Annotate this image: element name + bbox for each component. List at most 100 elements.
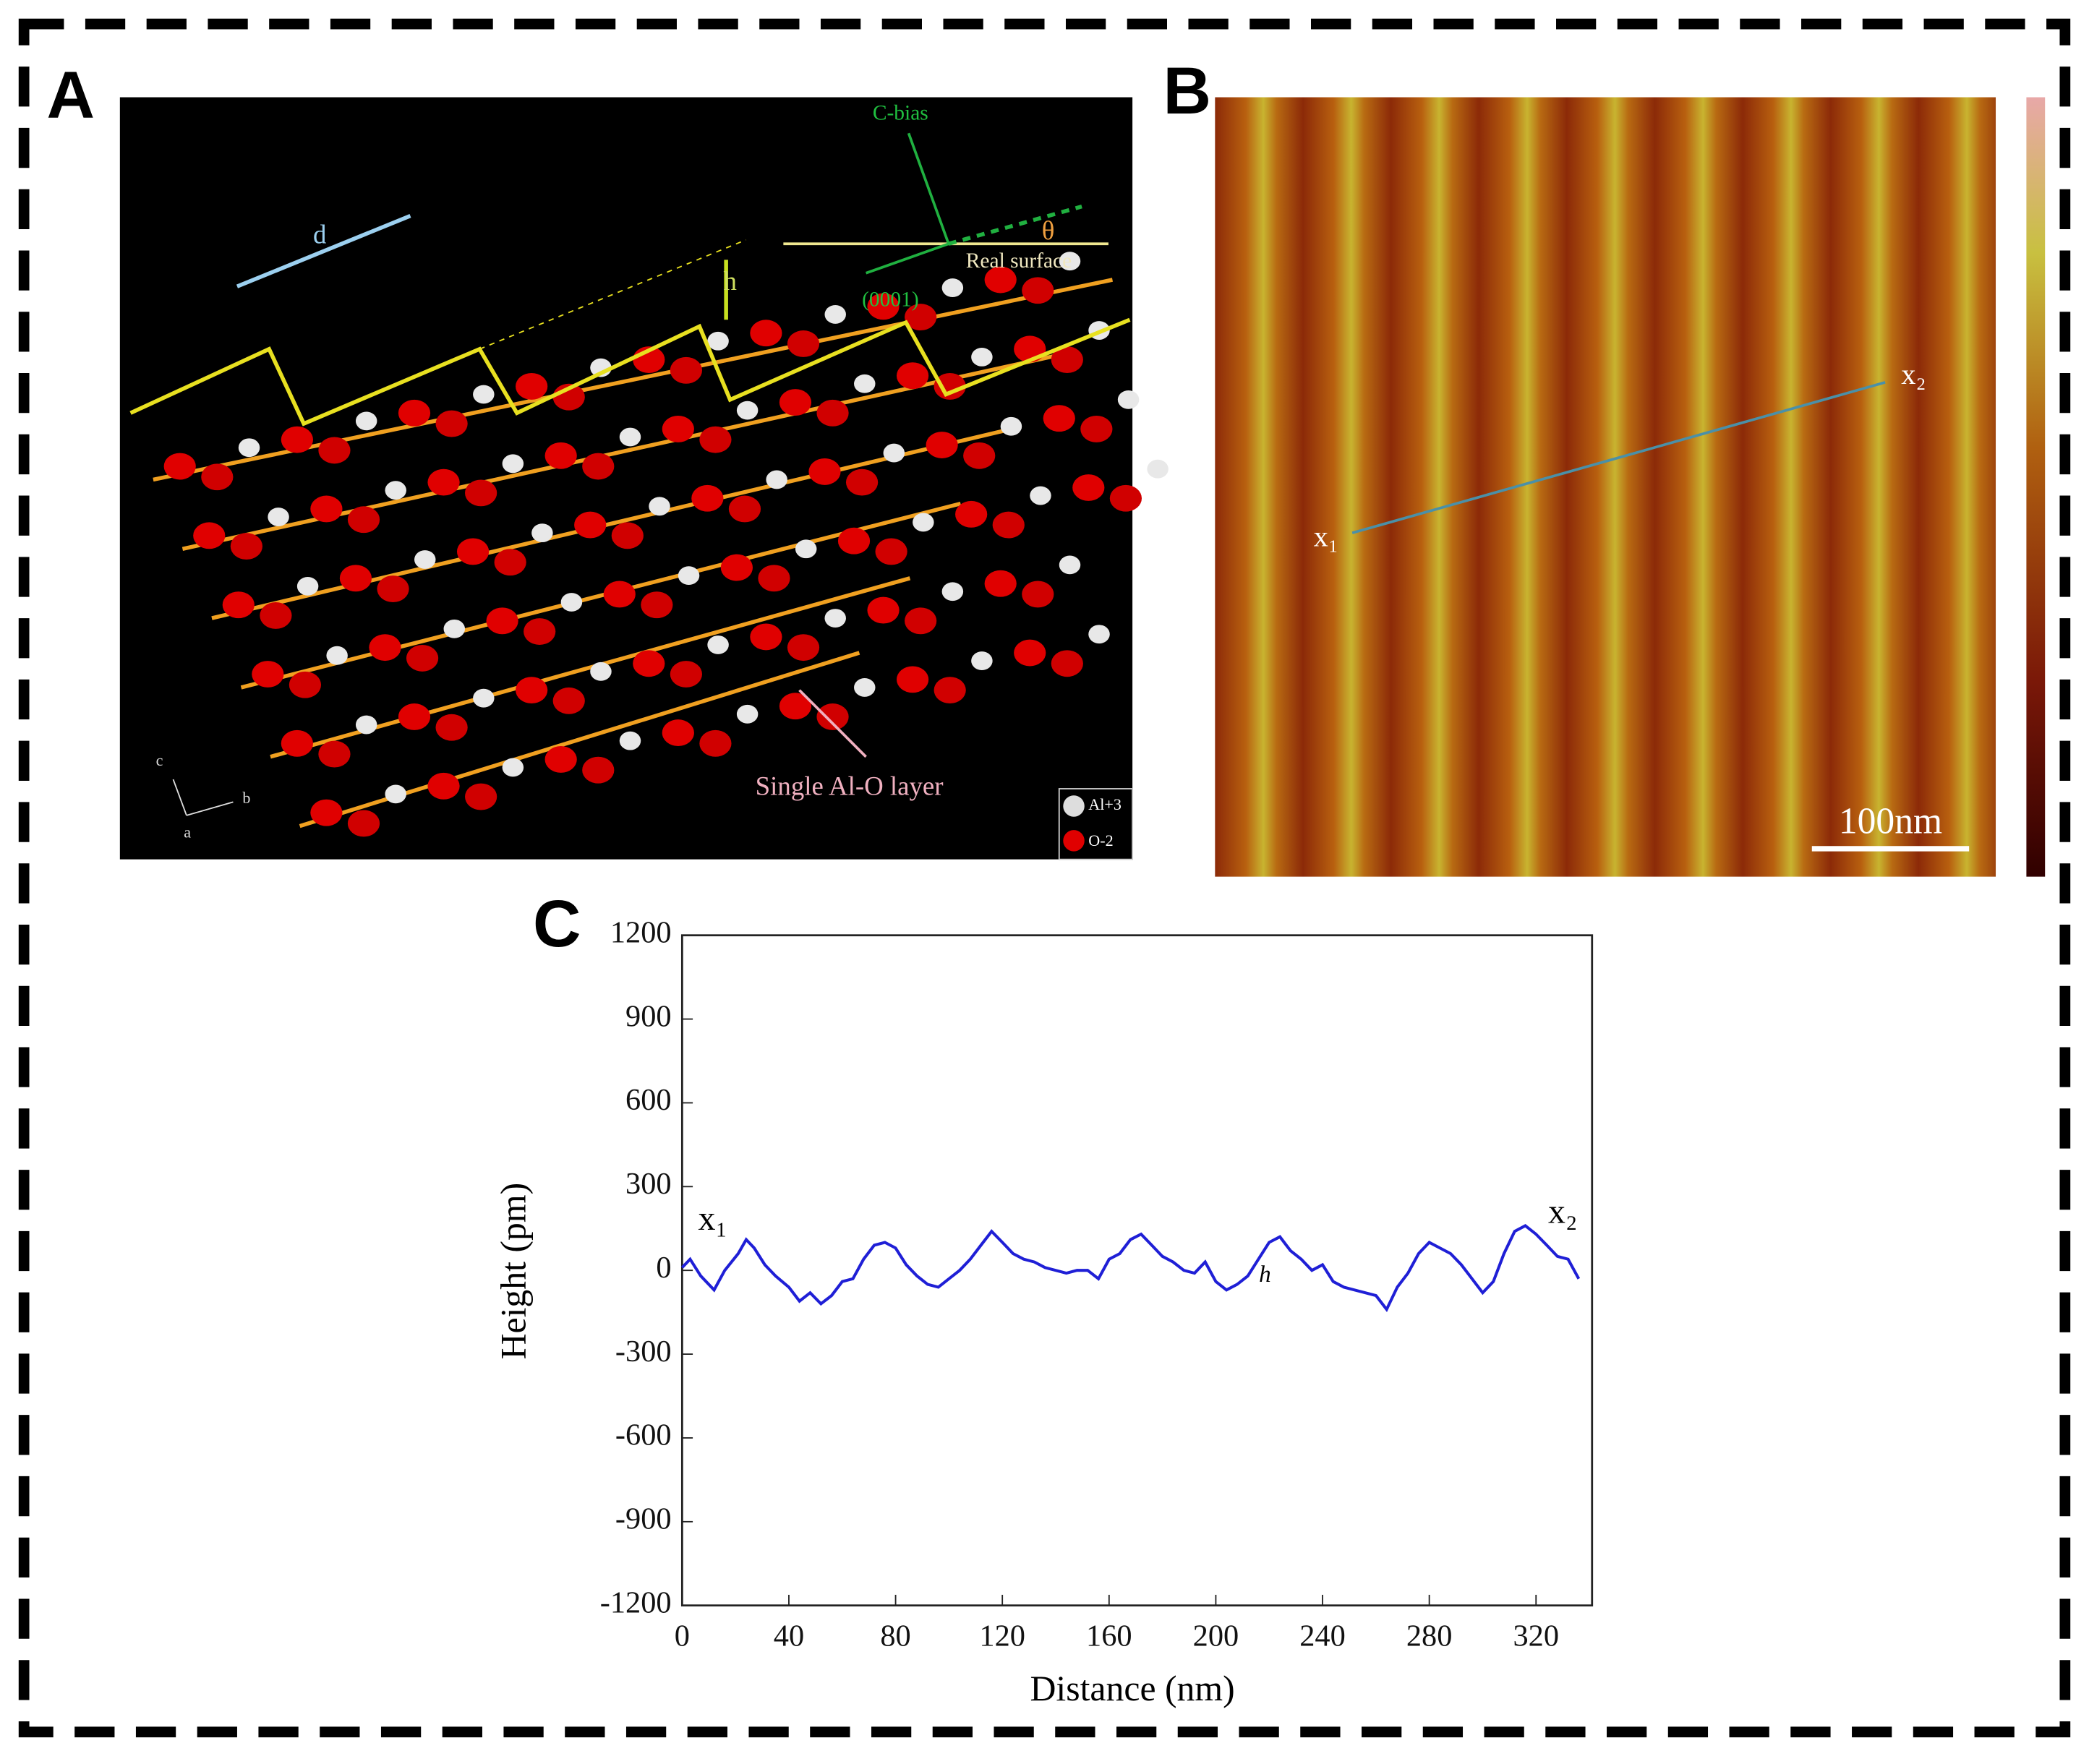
- y-tick-label: 600: [625, 1083, 672, 1117]
- y-axis-title: Height (pm): [493, 1183, 533, 1360]
- legend-al: [1063, 795, 1085, 817]
- atom-o: [779, 389, 812, 416]
- atom-al: [473, 385, 495, 404]
- atom-o: [1109, 484, 1142, 512]
- scale-label: 100nm: [1839, 801, 1942, 842]
- atom-o: [544, 746, 577, 773]
- y-tick-label: 1200: [610, 915, 672, 949]
- atom-o: [1022, 277, 1054, 304]
- atom-o: [1051, 346, 1083, 374]
- atom-al: [824, 609, 846, 628]
- atom-al: [268, 508, 289, 526]
- y-tick-label: 900: [625, 999, 672, 1033]
- theta-label: θ: [1042, 215, 1055, 245]
- bond: [153, 278, 1114, 482]
- atom-al: [1059, 555, 1081, 575]
- dashed-border: [18, 18, 2071, 1738]
- atom-al: [385, 481, 406, 500]
- atom-al: [296, 576, 319, 596]
- atom-al: [736, 704, 759, 724]
- x-tick-label: 280: [1406, 1619, 1453, 1653]
- atom-o: [318, 437, 351, 464]
- annotation: x₂: [1548, 1193, 1578, 1231]
- atom-o: [1014, 639, 1046, 667]
- d-label: d: [313, 219, 326, 249]
- atom-o: [1043, 405, 1075, 432]
- atom-o: [875, 538, 907, 565]
- atom-o: [310, 799, 343, 826]
- atom-al: [502, 454, 524, 474]
- atom-o: [699, 426, 732, 453]
- atom-o: [427, 468, 460, 496]
- x-axis-title: Distance (nm): [1030, 1669, 1235, 1708]
- atom-o: [398, 399, 431, 427]
- surface-profile: [129, 317, 1131, 427]
- atom-o: [992, 511, 1025, 539]
- axis-label: b: [242, 789, 250, 807]
- legend-text: O-2: [1088, 831, 1113, 849]
- atom-o: [758, 565, 790, 592]
- axis-label: c: [156, 751, 163, 769]
- atom-al: [1059, 252, 1081, 271]
- annotation: h: [1259, 1261, 1271, 1288]
- c-bias-arrow: [907, 132, 950, 244]
- atom-o: [926, 432, 958, 458]
- atom-al: [355, 715, 377, 735]
- atom-o: [955, 500, 988, 528]
- atom-al: [385, 784, 406, 804]
- atom-al: [883, 443, 905, 463]
- atom-o: [984, 570, 1017, 597]
- atom-al: [238, 438, 260, 458]
- atom-o: [574, 511, 607, 539]
- atom-o: [867, 596, 900, 624]
- y-tick-label: -300: [615, 1335, 672, 1369]
- atom-al: [326, 646, 348, 665]
- atom-o: [398, 703, 431, 730]
- atom-al: [531, 523, 553, 543]
- atom-al: [971, 651, 993, 670]
- miller-arrow: [865, 242, 949, 275]
- atom-al: [913, 513, 934, 532]
- atom-o: [435, 714, 468, 741]
- y-tick-label: 300: [625, 1167, 672, 1201]
- atom-al: [941, 582, 964, 601]
- atom-o: [289, 671, 322, 698]
- atom-al: [707, 331, 729, 351]
- atom-al: [1117, 390, 1140, 409]
- bond: [270, 576, 911, 759]
- atom-al: [590, 662, 612, 681]
- atom-o: [720, 554, 753, 581]
- legend-text: Al+3: [1088, 795, 1122, 813]
- atom-o: [662, 415, 694, 442]
- x-tick-label: 80: [880, 1619, 910, 1653]
- pointer: [798, 689, 867, 758]
- atom-o: [728, 495, 761, 523]
- axis-label: a: [184, 823, 191, 842]
- atom-o: [779, 693, 812, 720]
- atom-o: [1080, 415, 1113, 442]
- atom-o: [339, 565, 372, 592]
- atom-o: [281, 729, 313, 757]
- x-tick-label: 320: [1513, 1619, 1559, 1653]
- atom-o: [896, 666, 929, 693]
- layer-label: Single Al-O layer: [756, 771, 944, 800]
- atom-al: [824, 305, 846, 324]
- atom-o: [281, 426, 313, 453]
- atom-o: [845, 468, 879, 496]
- atom-al: [1000, 416, 1022, 436]
- atom-al: [795, 539, 817, 559]
- h-label: h: [723, 266, 736, 296]
- atom-al: [854, 374, 876, 393]
- atom-al: [355, 411, 377, 431]
- crystal-structure: [153, 252, 1169, 837]
- atom-o: [905, 304, 937, 331]
- atom-o: [552, 687, 585, 714]
- plot-frame: [680, 934, 1594, 1607]
- y-tick-label: 0: [656, 1251, 671, 1285]
- atom-o: [1022, 581, 1054, 608]
- atom-al: [443, 619, 466, 638]
- atom-o: [377, 575, 409, 602]
- atom-o: [934, 373, 966, 400]
